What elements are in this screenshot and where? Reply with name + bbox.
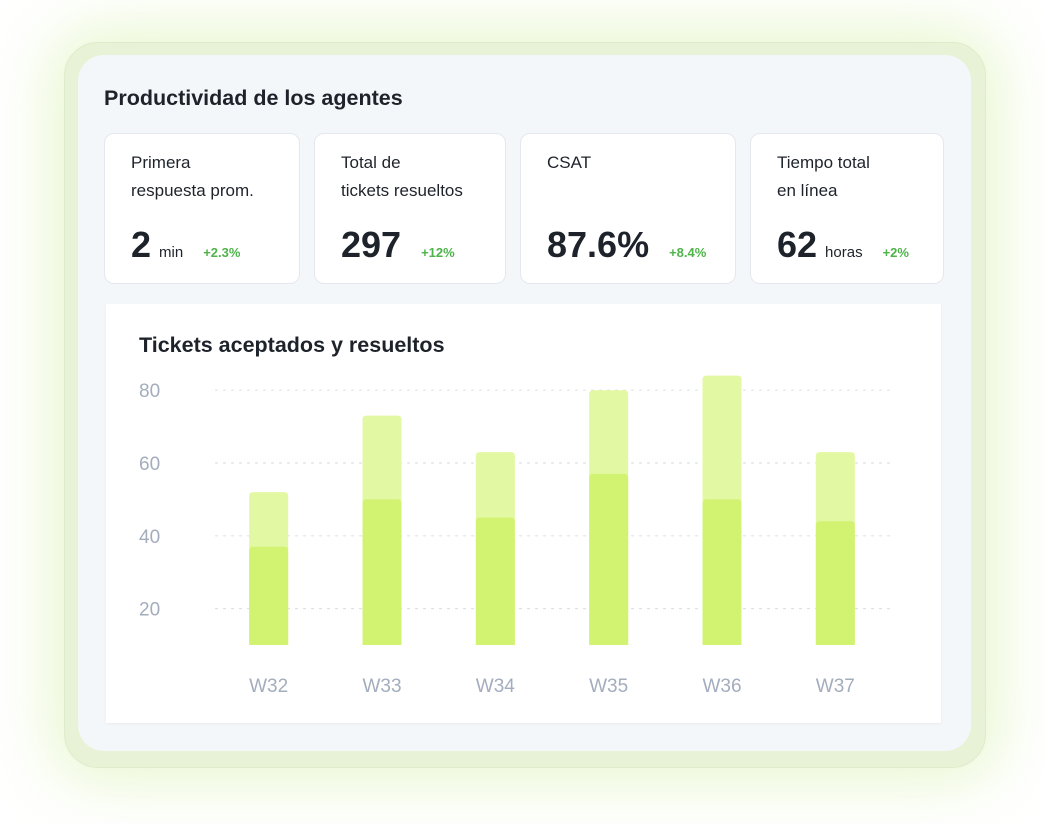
- kpi-label: Total de tickets resueltos: [341, 153, 463, 200]
- kpi-delta: +2.3%: [203, 245, 241, 260]
- bar-resolved: [249, 546, 289, 645]
- kpi-card-csat: CSAT 87.6% +8.4%: [520, 133, 736, 284]
- kpi-value-row: 297 +12%: [341, 224, 455, 266]
- kpi-unit: horas: [825, 244, 863, 261]
- kpi-unit: min: [159, 244, 184, 261]
- bar-resolved: [702, 499, 742, 645]
- kpi-value: 2: [131, 224, 152, 265]
- kpi-value-row: 62 horas +2%: [777, 224, 909, 266]
- kpi-card-online-time: Tiempo total en línea 62 horas +2%: [750, 133, 944, 284]
- bar-resolved: [589, 473, 629, 645]
- bar-resolved: [475, 517, 515, 645]
- y-tick-label: 60: [139, 454, 160, 475]
- kpi-card-tickets-resolved: Total de tickets resueltos 297 +12%: [314, 133, 506, 284]
- kpi-delta: +2%: [882, 245, 909, 260]
- kpi-card-first-response: Primera respuesta prom. 2 min +2.3%: [104, 133, 300, 284]
- x-tick-label: W34: [476, 676, 516, 697]
- x-tick-label: W37: [816, 676, 855, 697]
- bar-resolved: [815, 521, 855, 645]
- bar-resolved: [362, 499, 402, 645]
- kpi-label: Primera respuesta prom.: [131, 153, 254, 200]
- kpi-value: 297: [341, 224, 402, 265]
- y-tick-label: 20: [139, 600, 160, 621]
- chart-title: Tickets aceptados y resueltos: [139, 333, 445, 357]
- kpi-label: Tiempo total en línea: [777, 153, 870, 200]
- kpi-delta: +12%: [421, 245, 455, 260]
- kpi-value-row: 2 min +2.3%: [131, 224, 240, 266]
- x-tick-label: W33: [362, 676, 401, 697]
- kpi-label: CSAT: [547, 153, 592, 172]
- page-title: Productividad de los agentes: [104, 86, 403, 110]
- y-tick-label: 40: [139, 527, 160, 548]
- x-tick-label: W36: [702, 676, 741, 697]
- chart-card: [106, 304, 941, 723]
- x-tick-label: W32: [249, 676, 288, 697]
- x-tick-label: W35: [589, 676, 628, 697]
- kpi-value-row: 87.6% +8.4%: [547, 224, 706, 266]
- kpi-delta: +8.4%: [669, 245, 707, 260]
- kpi-value: 62: [777, 224, 818, 265]
- kpi-value: 87.6%: [547, 224, 650, 265]
- y-tick-label: 80: [139, 381, 160, 402]
